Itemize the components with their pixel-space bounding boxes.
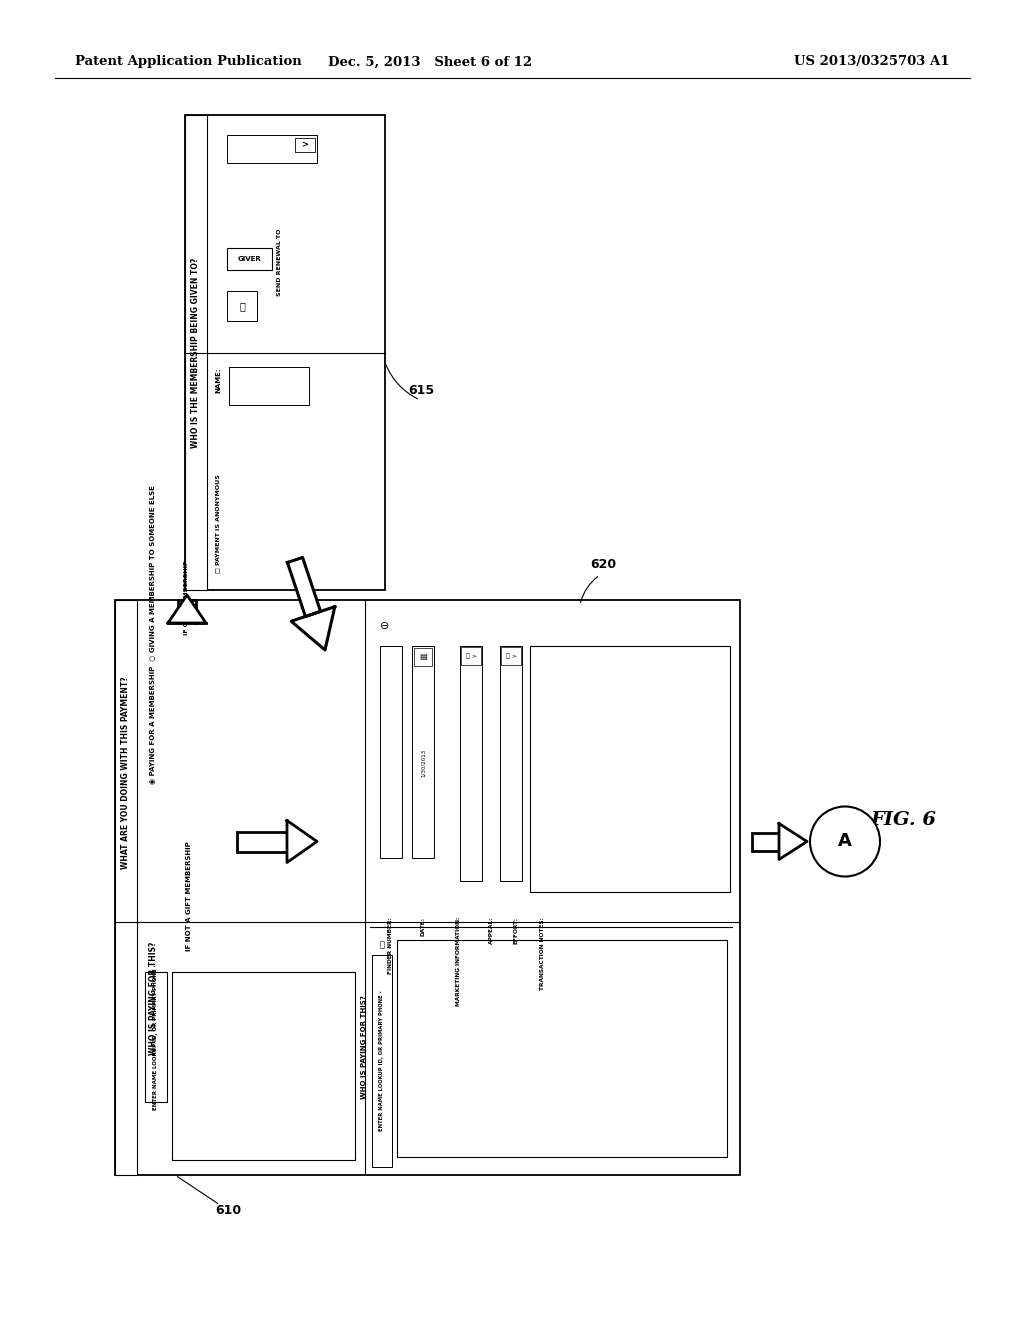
Text: WHO IS PAYING FOR THIS?: WHO IS PAYING FOR THIS?	[150, 942, 158, 1056]
Bar	[414, 648, 432, 667]
Text: EFFORT:: EFFORT:	[513, 916, 518, 944]
Text: Patent Application Publication: Patent Application Publication	[75, 55, 302, 69]
Bar	[185, 115, 385, 590]
Bar	[115, 601, 740, 1175]
Text: IF NOT A GIFT MEMBERSHIP: IF NOT A GIFT MEMBERSHIP	[186, 842, 193, 952]
Polygon shape	[291, 607, 335, 649]
Text: TRANSACTION NOTES:: TRANSACTION NOTES:	[541, 916, 546, 990]
Text: IF GIFT MEMBERSHIP: IF GIFT MEMBERSHIP	[184, 560, 189, 635]
Polygon shape	[288, 557, 321, 616]
Bar	[172, 972, 355, 1160]
Text: 1/30/2013: 1/30/2013	[421, 748, 426, 777]
Text: 620: 620	[590, 558, 616, 572]
Text: ⌕: ⌕	[239, 301, 245, 310]
Bar	[412, 645, 434, 858]
Bar	[229, 367, 309, 404]
Bar	[227, 290, 257, 321]
Text: >: >	[301, 140, 308, 149]
Text: A: A	[838, 833, 852, 850]
Bar	[530, 645, 730, 892]
Text: Dec. 5, 2013   Sheet 6 of 12: Dec. 5, 2013 Sheet 6 of 12	[328, 55, 532, 69]
Text: WHO IS THE MEMBERSHIP BEING GIVEN TO?: WHO IS THE MEMBERSHIP BEING GIVEN TO?	[191, 257, 201, 447]
Text: FIG. 6: FIG. 6	[870, 810, 936, 829]
Bar	[185, 115, 207, 590]
Bar	[227, 135, 317, 162]
Bar	[380, 645, 402, 858]
Text: WHAT ARE YOU DOING WITH THIS PAYMENT?: WHAT ARE YOU DOING WITH THIS PAYMENT?	[122, 676, 130, 869]
Text: ENTER NAME LOOKUP ID, OR PRIMARY PHONE ‹: ENTER NAME LOOKUP ID, OR PRIMARY PHONE ‹	[154, 964, 159, 1110]
Bar	[397, 940, 727, 1158]
Bar	[372, 954, 392, 1167]
Text: APPEAL:: APPEAL:	[488, 916, 494, 944]
Text: DATE:: DATE:	[421, 916, 426, 936]
Text: ⌕ >: ⌕ >	[506, 653, 516, 659]
Text: SEND RENEWAL TO: SEND RENEWAL TO	[278, 228, 282, 296]
Text: ⌕: ⌕	[380, 940, 384, 949]
Text: US 2013/0325703 A1: US 2013/0325703 A1	[795, 55, 950, 69]
Bar	[500, 645, 522, 880]
Text: FINDER NUMBER:: FINDER NUMBER:	[388, 916, 393, 974]
Bar	[501, 647, 521, 665]
Bar	[115, 601, 137, 1175]
Circle shape	[810, 807, 880, 876]
Text: ⊖: ⊖	[380, 620, 390, 631]
Text: MARKETING INFORMATION:: MARKETING INFORMATION:	[457, 916, 462, 1006]
Bar	[460, 645, 482, 880]
Text: ⌕ >: ⌕ >	[466, 653, 476, 659]
Bar	[227, 248, 272, 271]
Polygon shape	[779, 824, 807, 859]
Text: 610: 610	[215, 1204, 241, 1217]
Text: ▤: ▤	[419, 652, 427, 661]
Text: WHO IS PAYING FOR THIS?: WHO IS PAYING FOR THIS?	[361, 995, 367, 1098]
Bar	[461, 647, 481, 665]
Text: NAME:: NAME:	[215, 368, 221, 393]
Polygon shape	[168, 595, 206, 623]
Bar	[145, 972, 167, 1102]
Bar	[752, 833, 779, 850]
Text: ENTER NAME LOOKUP ID, OR PRIMARY PHONE ‹: ENTER NAME LOOKUP ID, OR PRIMARY PHONE ‹	[380, 990, 384, 1131]
Text: 615: 615	[408, 384, 434, 396]
Polygon shape	[287, 821, 317, 862]
Text: GIVER: GIVER	[238, 256, 261, 261]
Bar	[178, 601, 196, 623]
Text: □ PAYMENT IS ANONYMOUS: □ PAYMENT IS ANONYMOUS	[215, 474, 220, 573]
Bar	[295, 139, 315, 152]
Text: ◉ PAYING FOR A MEMBERSHIP  ○ GIVING A MEMBERSHIP TO SOMEONE ELSE: ◉ PAYING FOR A MEMBERSHIP ○ GIVING A MEM…	[150, 486, 155, 784]
Bar	[237, 832, 287, 851]
